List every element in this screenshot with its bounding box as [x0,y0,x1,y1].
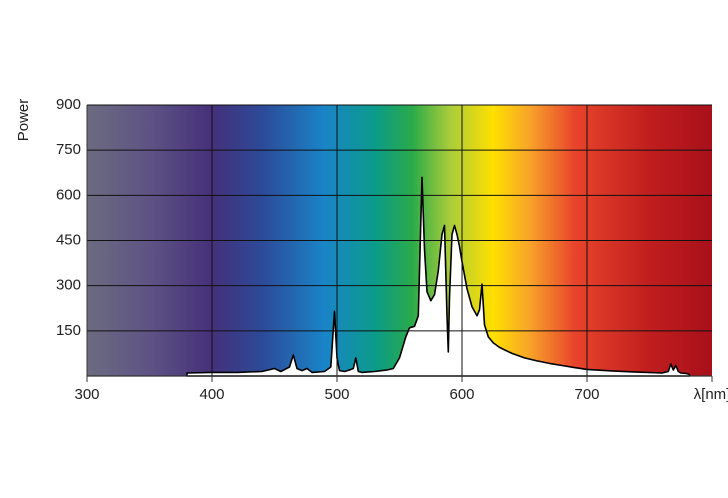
y-tick-label: 750 [56,141,81,158]
x-tick-label: λ[nm] [694,386,728,403]
y-tick-label: 150 [56,322,81,339]
x-tick-label: 300 [74,386,99,403]
x-tick-label: 500 [324,386,349,403]
y-tick-label: 300 [56,277,81,294]
x-tick-label: 600 [449,386,474,403]
y-tick-label: 600 [56,186,81,203]
y-tick-label: 900 [56,96,81,113]
x-tick-label: 400 [199,386,224,403]
x-tick-label: 700 [574,386,599,403]
spectrum-area [186,176,691,377]
y-tick-label: 450 [56,231,81,248]
y-axis-label: Power [15,99,32,142]
